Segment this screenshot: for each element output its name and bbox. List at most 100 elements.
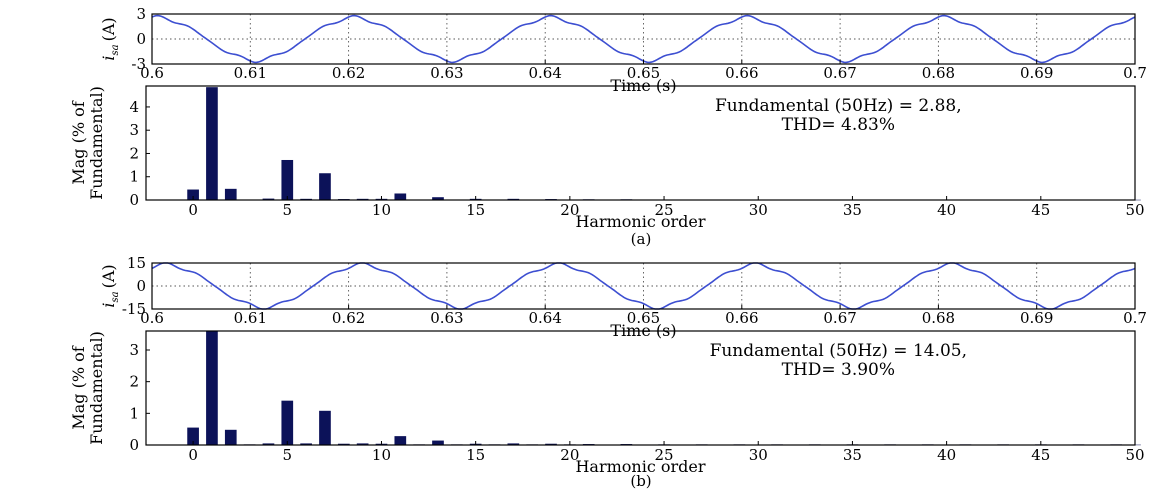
harmonic-bar-17 (507, 443, 520, 445)
y-axis-label-line2: Fundamental) (87, 86, 106, 200)
x-tick-label: 0.69 (1020, 309, 1053, 327)
harmonic-bar-11 (394, 436, 407, 445)
y-axis-label-line2: Fundamental) (87, 331, 106, 445)
x-tick-label: 0.67 (823, 64, 856, 82)
x-tick-label: 0.66 (725, 309, 758, 327)
plot-frame (145, 85, 1136, 201)
x-tick-label: 0.7 (1123, 309, 1147, 327)
x-tick-label: 0 (188, 201, 198, 219)
y-axis-label-subscript: sa (110, 291, 121, 302)
harmonic-bar-13 (432, 197, 444, 200)
harmonic-bar-5 (281, 400, 294, 445)
y-tick-label: 0 (136, 30, 146, 48)
harmonic-bar-1 (206, 331, 218, 445)
y-tick-label: 2 (129, 144, 139, 162)
y-axis-label: isa (A) (99, 264, 121, 307)
y-tick-label: 0 (129, 191, 139, 209)
y-tick-label: 4 (129, 98, 139, 116)
x-tick-label: 0.6 (140, 309, 164, 327)
thd-annotation: THD= 4.83% (782, 115, 895, 135)
y-tick-label: 0 (136, 277, 146, 295)
harmonic-bar-0 (187, 427, 199, 445)
x-tick-label: 0.66 (725, 64, 758, 82)
harmonic-bar-0 (187, 189, 199, 200)
x-tick-label: 10 (372, 446, 391, 464)
thd-annotation: THD= 3.90% (782, 360, 895, 380)
x-tick-label: 0.68 (922, 309, 955, 327)
y-tick-label: 3 (136, 5, 146, 23)
x-tick-label: 0.67 (823, 309, 856, 327)
x-tick-label: 0.61 (234, 64, 267, 82)
x-tick-label: 45 (1031, 446, 1050, 464)
y-tick-label: 0 (129, 436, 139, 454)
x-tick-label: 35 (843, 201, 862, 219)
x-tick-label: 40 (937, 201, 956, 219)
y-tick-label: -3 (131, 55, 146, 73)
y-axis-label-main: i (99, 303, 118, 308)
x-tick-label: 0.62 (332, 309, 365, 327)
harmonic-bar-5 (281, 159, 294, 200)
fundamental-annotation: Fundamental (50Hz) = 14.05, (710, 341, 967, 361)
y-axis-label-unit: (A) (99, 17, 118, 41)
harmonic-bar-4 (262, 443, 275, 445)
harmonic-bar-1 (206, 87, 218, 200)
x-axis-label: Harmonic order (575, 457, 705, 476)
x-tick-label: 15 (466, 446, 485, 464)
plot-frame (145, 330, 1136, 446)
harmonic-bar-4 (262, 198, 275, 200)
x-tick-label: 20 (560, 446, 579, 464)
harmonic-bar-13 (432, 440, 444, 445)
y-axis-label: isa (A) (99, 17, 121, 60)
x-tick-label: 0.6 (140, 64, 164, 82)
x-tick-label: 0.62 (332, 64, 365, 82)
x-tick-label: 0.7 (1123, 64, 1147, 82)
x-tick-label: 0.63 (430, 309, 463, 327)
x-tick-label: 0.69 (1020, 64, 1053, 82)
y-tick-label: 3 (129, 121, 139, 139)
panel-a-harmonic-spectrum: 0 5 10 15 20 25 30 35 40 45 50 0 1 2 3 4 Harmonic order M… (69, 85, 1145, 231)
x-tick-label: 0 (188, 446, 198, 464)
x-tick-label: 0.61 (234, 309, 267, 327)
y-axis-label-subscript: sa (110, 44, 121, 55)
x-tick-label: 30 (749, 446, 768, 464)
x-tick-label: 5 (283, 446, 293, 464)
y-tick-label: 1 (129, 168, 139, 186)
caption-a: (a) (631, 230, 652, 248)
y-axis-label-main: i (99, 56, 118, 61)
x-tick-label: 0.65 (627, 64, 660, 82)
panel-b-harmonic-spectrum: 0 5 10 15 20 25 30 35 40 45 50 0 1 2 3 Harmonic order Ma… (69, 330, 1145, 476)
harmonic-bar-19 (545, 443, 557, 445)
x-tick-label: 15 (466, 201, 485, 219)
x-tick-label: 0.68 (922, 64, 955, 82)
y-tick-label: 2 (129, 373, 139, 391)
x-tick-label: 35 (843, 446, 862, 464)
harmonic-bar-11 (394, 193, 407, 200)
harmonic-bar-7 (319, 173, 331, 200)
x-tick-label: 25 (655, 201, 674, 219)
y-axis-label-line1: Mag (% of (69, 345, 88, 429)
x-tick-label: 25 (655, 446, 674, 464)
harmonic-bar-9 (356, 443, 369, 445)
x-tick-label: 0.64 (528, 64, 561, 82)
current-waveform-line (151, 262, 1136, 310)
harmonic-bar-2 (224, 429, 237, 445)
y-axis-label-unit: (A) (99, 264, 118, 288)
x-tick-label: 30 (749, 201, 768, 219)
fundamental-annotation: Fundamental (50Hz) = 2.88, (715, 96, 962, 116)
x-tick-label: 5 (283, 201, 293, 219)
x-tick-label: 0.64 (528, 309, 561, 327)
x-tick-label: 45 (1031, 201, 1050, 219)
harmonic-bar-8 (337, 443, 350, 445)
caption-b: (b) (630, 472, 651, 490)
y-tick-label: 3 (129, 341, 139, 359)
panel-a-current-waveform: 0.6 0.61 0.62 0.63 0.64 0.65 0.66 0.67 0.68 0.69 0… (99, 5, 1147, 95)
harmonic-bar-2 (224, 188, 237, 200)
x-axis-label: Harmonic order (575, 212, 705, 231)
harmonic-bar-6 (300, 443, 312, 445)
panel-b-current-waveform: 0.6 0.61 0.62 0.63 0.64 0.65 0.66 0.67 0.68 0.69 0… (99, 254, 1147, 340)
y-axis-label-line1: Mag (% of (69, 100, 88, 184)
harmonic-bar-7 (319, 410, 331, 445)
y-tick-label: 1 (129, 404, 139, 422)
x-tick-label: 50 (1125, 201, 1144, 219)
